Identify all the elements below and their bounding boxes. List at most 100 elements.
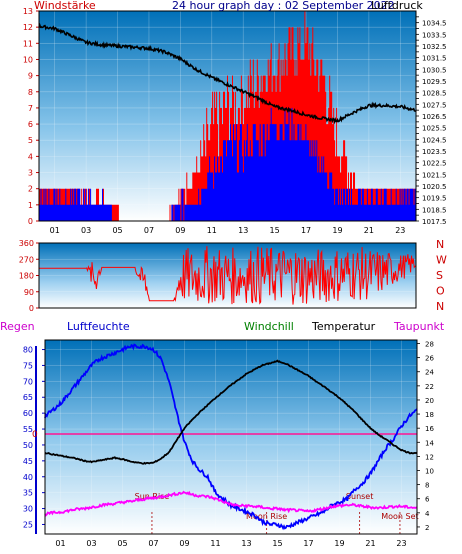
pressure-tick-label: 1024.5 <box>422 136 447 144</box>
temperature-humidity-panel: Regen Luftfeuchte Windchill Temperatur T… <box>0 320 445 548</box>
wind-pressure-x-axis: 01 03 05 07 09 11 13 15 17 19 21 23 <box>50 226 406 235</box>
pressure-tick-label: 1018.5 <box>422 206 447 214</box>
x-tick-label: 11 <box>210 539 220 548</box>
wind-tick-label: 0 <box>28 217 33 226</box>
wind-pressure-frame <box>38 10 417 222</box>
temperature-label: Temperatur <box>311 320 376 333</box>
humidity-tick-label: 40 <box>23 473 33 482</box>
wind-tick-label: 4 <box>28 152 33 161</box>
wind-tick-label: 7 <box>28 104 33 113</box>
compass-label: N <box>436 238 444 251</box>
marker-label: Moon Set <box>381 512 418 521</box>
temperature-tick-label: 2 <box>425 524 429 532</box>
wind-direction-axis: 0 90 180 270 360 <box>19 239 39 313</box>
x-tick-label: 17 <box>303 539 313 548</box>
wind-tick-label: 10 <box>23 55 33 64</box>
wind-tick-label: 1 <box>28 201 33 210</box>
temperature-tick-label: 20 <box>425 397 434 405</box>
wind-tick-label: 12 <box>23 23 33 32</box>
x-tick-label: 23 <box>395 226 405 235</box>
wind-tick-label: 6 <box>28 120 33 129</box>
humidity-tick-label: 70 <box>23 377 33 386</box>
compass-label: S <box>436 269 443 282</box>
wind-label: Windstärke <box>34 0 96 12</box>
temperature-tick-label: 4 <box>425 510 430 518</box>
humidity-tick-label: 30 <box>23 505 33 514</box>
wind-direction-line <box>39 246 417 305</box>
x-tick-label: 19 <box>332 226 342 235</box>
pressure-tick-label: 1027.5 <box>422 101 447 109</box>
x-tick-label: 07 <box>144 226 154 235</box>
pressure-series <box>38 22 417 125</box>
direction-tick-label: 360 <box>19 239 34 248</box>
x-tick-label: 03 <box>86 539 96 548</box>
pressure-line <box>38 22 417 125</box>
x-tick-label: 01 <box>50 226 60 235</box>
pressure-tick-label: 1032.5 <box>422 43 447 51</box>
humidity-tick-label: 55 <box>23 425 33 434</box>
humidity-axis: 25 30 35 40 45 50 55 60 65 70 75 80 <box>23 346 45 534</box>
pressure-tick-label: 1034.5 <box>422 20 447 28</box>
temperature-tick-label: 6 <box>425 496 430 504</box>
rain-value-label: 0 <box>32 430 38 440</box>
temperature-tick-label: 28 <box>425 341 434 349</box>
dewpoint-label: Taupunkt <box>393 320 445 333</box>
temperature-tick-label: 10 <box>425 468 434 476</box>
humidity-tick-label: 35 <box>23 489 33 498</box>
pressure-tick-label: 1020.5 <box>422 183 447 191</box>
pressure-tick-label: 1033.5 <box>422 31 447 39</box>
pressure-tick-label: 1026.5 <box>422 113 447 121</box>
pressure-tick-label: 1023.5 <box>422 148 447 156</box>
pressure-tick-label: 1017.5 <box>422 218 447 226</box>
humidity-tick-label: 65 <box>23 393 33 402</box>
x-tick-label: 07 <box>148 539 158 548</box>
compass-label: N <box>436 300 444 313</box>
pressure-tick-label: 1022.5 <box>422 160 447 168</box>
direction-tick-label: 90 <box>24 288 34 297</box>
x-tick-label: 05 <box>112 226 122 235</box>
temperature-humidity-plot-area <box>45 340 417 534</box>
humidity-tick-label: 25 <box>23 520 33 529</box>
humidity-tick-label: 80 <box>23 346 33 355</box>
temperature-tick-label: 18 <box>425 411 434 419</box>
compass-label: O <box>436 285 445 298</box>
wind-tick-label: 13 <box>23 7 33 16</box>
pressure-tick-label: 1031.5 <box>422 55 447 63</box>
temperature-line <box>44 359 418 465</box>
wind-tick-label: 9 <box>28 72 33 81</box>
x-tick-label: 09 <box>179 539 189 548</box>
x-tick-label: 01 <box>55 539 65 548</box>
marker-label: Sunset <box>346 492 373 501</box>
wind-direction-series <box>39 246 417 305</box>
temperature-tick-label: 14 <box>425 439 434 447</box>
humidity-line <box>44 343 418 531</box>
windchill-label: Windchill <box>244 320 294 333</box>
direction-tick-label: 270 <box>19 255 34 264</box>
marker-label: Moon Rise <box>246 512 287 521</box>
wind-tick-label: 8 <box>28 88 33 97</box>
x-tick-label: 13 <box>238 226 248 235</box>
humidity-tick-label: 75 <box>23 361 33 370</box>
direction-tick-label: 180 <box>19 272 34 281</box>
temperature-humidity-frame <box>44 339 418 535</box>
x-tick-label: 11 <box>207 226 217 235</box>
temperature-tick-label: 26 <box>425 355 434 363</box>
pressure-tick-label: 1028.5 <box>422 90 447 98</box>
compass-label: W <box>436 254 447 267</box>
rain-label: Regen <box>0 320 35 333</box>
pressure-tick-label: 1021.5 <box>422 171 447 179</box>
humidity-tick-label: 50 <box>23 441 33 450</box>
x-tick-label: 23 <box>396 539 406 548</box>
temperature-humidity-series <box>44 343 418 531</box>
wind-tick-label: 2 <box>28 185 33 194</box>
astro-markers: Sun Rise Moon Rise Sunset Moon Set <box>135 492 419 534</box>
chart-title: 24 hour graph day : 02 September 2022 <box>172 0 395 12</box>
humidity-tick-label: 45 <box>23 457 33 466</box>
pressure-tick-label: 1019.5 <box>422 195 447 203</box>
x-tick-label: 17 <box>301 226 311 235</box>
pressure-axis: 1017.5 1018.5 1019.5 1020.5 1021.5 1022.5 1023… <box>416 16 447 226</box>
